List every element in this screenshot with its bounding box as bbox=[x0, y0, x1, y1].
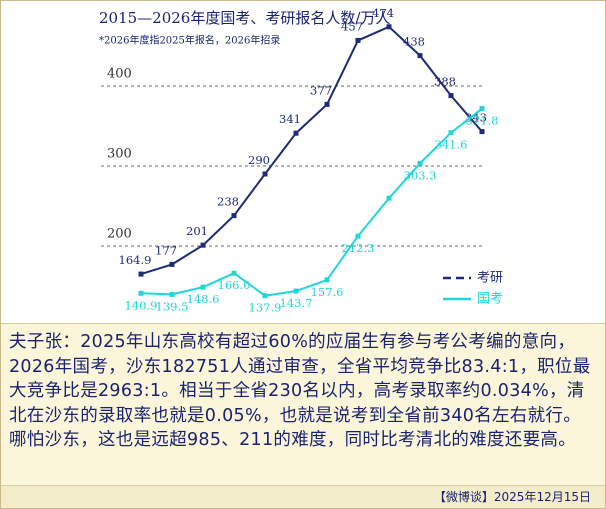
data-label: 143.7 bbox=[280, 296, 313, 310]
data-point bbox=[293, 288, 299, 294]
data-point bbox=[386, 24, 392, 30]
data-point bbox=[169, 261, 175, 267]
data-label: 343 bbox=[465, 111, 487, 125]
series-line bbox=[140, 25, 483, 276]
data-point bbox=[417, 160, 423, 166]
data-label: 341.6 bbox=[435, 138, 468, 152]
y-tick-label: 200 bbox=[107, 227, 132, 242]
data-label: 212.3 bbox=[342, 241, 375, 255]
data-point bbox=[355, 37, 361, 43]
data-label: 303.3 bbox=[404, 168, 437, 182]
data-label: 166.0 bbox=[218, 278, 251, 292]
footer: 【微博谈】2025年12月15日 bbox=[1, 485, 605, 508]
post-text: 夫子张：2025年山东高校有超过60%的应届生有参与考公考编的意向，2026年国… bbox=[1, 323, 605, 485]
data-point bbox=[324, 277, 330, 283]
data-point bbox=[262, 171, 268, 177]
data-point bbox=[262, 293, 268, 299]
chart: 2015—2026年度国考、考研报名人数/万人 *2026年度指2025年报名，… bbox=[99, 6, 503, 315]
chart-title: 2015—2026年度国考、考研报名人数/万人 bbox=[99, 9, 390, 27]
data-point bbox=[448, 130, 454, 136]
data-point bbox=[200, 242, 206, 248]
data-label: 177 bbox=[155, 243, 177, 257]
data-label: 140.9 bbox=[125, 298, 158, 312]
data-point bbox=[138, 271, 144, 277]
data-label: 238 bbox=[217, 195, 239, 209]
data-label: 377 bbox=[310, 83, 332, 97]
data-label: 139.5 bbox=[156, 299, 189, 313]
data-label: 341 bbox=[279, 112, 301, 126]
chart-subtitle: *2026年度指2025年报名，2026年招录 bbox=[99, 34, 280, 47]
data-point bbox=[479, 106, 485, 112]
data-label: 201 bbox=[186, 224, 208, 238]
legend-label: 国考 bbox=[477, 292, 503, 307]
data-point bbox=[479, 129, 485, 135]
legend-label: 考研 bbox=[477, 271, 503, 286]
data-point bbox=[448, 93, 454, 99]
y-tick-label: 300 bbox=[107, 147, 132, 162]
data-point bbox=[169, 291, 175, 297]
data-label: 457 bbox=[341, 19, 363, 33]
data-label: 137.9 bbox=[249, 301, 282, 315]
data-label: 474 bbox=[372, 6, 394, 20]
data-point bbox=[138, 290, 144, 296]
data-label: 157.6 bbox=[311, 285, 344, 299]
data-point bbox=[324, 101, 330, 107]
data-label: 438 bbox=[403, 35, 425, 49]
data-label: 148.6 bbox=[187, 292, 220, 306]
data-label: 388 bbox=[434, 75, 456, 89]
data-label: 290 bbox=[248, 153, 270, 167]
y-tick-label: 400 bbox=[107, 67, 132, 82]
series-line bbox=[140, 107, 483, 297]
data-point bbox=[293, 130, 299, 136]
data-point bbox=[355, 233, 361, 239]
data-point bbox=[231, 270, 237, 276]
data-point bbox=[231, 213, 237, 219]
data-label: 371.8 bbox=[466, 114, 499, 128]
data-point bbox=[417, 53, 423, 59]
data-label: 164.9 bbox=[119, 253, 152, 267]
data-point bbox=[386, 195, 392, 201]
data-point bbox=[200, 284, 206, 290]
